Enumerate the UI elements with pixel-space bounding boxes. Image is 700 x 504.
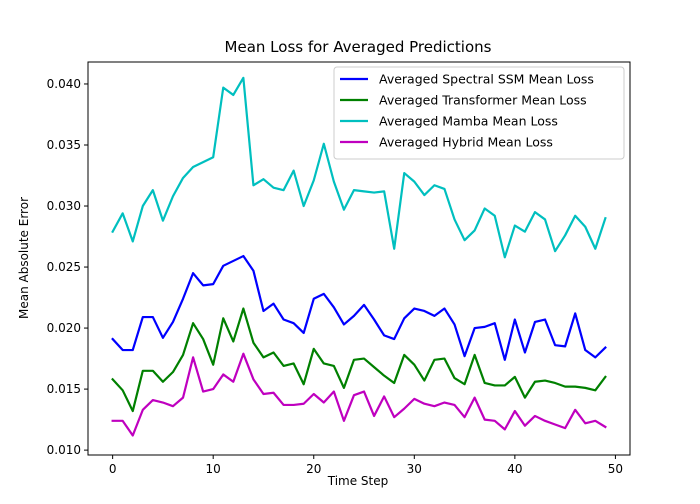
y-tick-label: 0.030 [47, 199, 81, 213]
series-line-4 [111, 352, 607, 437]
x-tick-label: 10 [206, 462, 221, 476]
y-tick-label: 0.020 [47, 321, 81, 335]
legend-label-2: Averaged Transformer Mean Loss [379, 93, 587, 108]
series-line-1 [111, 254, 607, 361]
x-tick-label: 30 [407, 462, 422, 476]
plot-area: 0 10 20 30 40 50 0.010 0.015 0.020 0.025 0.030 0.03… [47, 61, 631, 476]
x-tick-label: 40 [507, 462, 522, 476]
legend-box [333, 66, 625, 160]
chart-title: Mean Loss for Averaged Predictions [225, 38, 492, 56]
legend: Averaged Spectral SSM Mean Loss Averaged … [333, 66, 625, 160]
series-line-2 [111, 307, 607, 413]
x-tick-label: 0 [109, 462, 117, 476]
y-tick-label: 0.035 [47, 138, 81, 152]
legend-label-1: Averaged Spectral SSM Mean Loss [379, 72, 594, 87]
x-axis-label: Time Step [327, 474, 389, 488]
y-tick-label: 0.010 [47, 443, 81, 457]
x-tick-label: 50 [608, 462, 623, 476]
y-tick-label: 0.025 [47, 260, 81, 274]
x-tick-label: 20 [306, 462, 321, 476]
y-tick-label: 0.040 [47, 77, 81, 91]
y-axis-label: Mean Absolute Error [17, 197, 31, 319]
legend-label-4: Averaged Hybrid Mean Loss [379, 135, 553, 150]
y-tick-label: 0.015 [47, 382, 81, 396]
axes-frame [87, 61, 631, 456]
series-line-3 [111, 76, 607, 259]
legend-label-3: Averaged Mamba Mean Loss [379, 114, 558, 129]
